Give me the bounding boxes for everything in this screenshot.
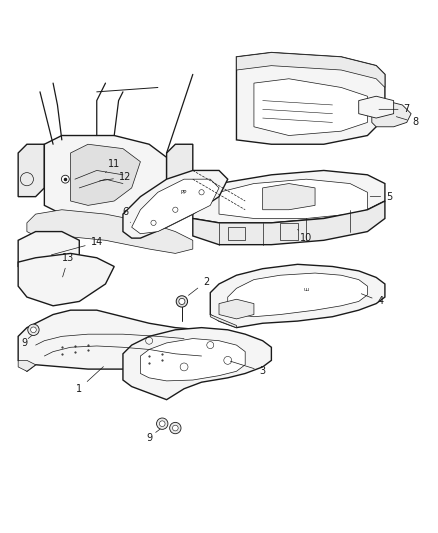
Text: 4: 4 [361, 294, 384, 306]
Polygon shape [228, 273, 367, 317]
Circle shape [28, 324, 39, 335]
Circle shape [31, 327, 36, 333]
Polygon shape [228, 227, 245, 240]
Polygon shape [27, 210, 193, 253]
Circle shape [170, 422, 181, 434]
Circle shape [173, 425, 178, 431]
Text: PP: PP [181, 190, 187, 196]
Polygon shape [18, 144, 44, 197]
Polygon shape [18, 231, 79, 275]
Polygon shape [210, 264, 385, 328]
Polygon shape [372, 101, 411, 127]
Text: 5: 5 [370, 192, 392, 201]
Polygon shape [141, 338, 245, 381]
Circle shape [156, 418, 168, 430]
Text: 3: 3 [230, 361, 266, 376]
Circle shape [61, 175, 69, 183]
Polygon shape [18, 360, 35, 372]
Text: 14: 14 [51, 238, 103, 255]
Text: 1: 1 [76, 367, 103, 394]
Polygon shape [123, 328, 272, 400]
Text: 12: 12 [99, 172, 131, 182]
Text: 10: 10 [297, 229, 312, 243]
Text: 6: 6 [122, 207, 131, 223]
Text: 8: 8 [396, 117, 419, 127]
Text: uu: uu [303, 287, 310, 292]
Polygon shape [44, 135, 166, 223]
Polygon shape [219, 179, 367, 219]
Polygon shape [18, 310, 228, 372]
Bar [267, 108, 297, 111]
Polygon shape [193, 201, 385, 245]
Bar [267, 101, 297, 105]
Text: 11: 11 [106, 159, 120, 173]
Polygon shape [237, 53, 385, 144]
Polygon shape [359, 96, 394, 118]
Polygon shape [193, 171, 385, 223]
Polygon shape [166, 144, 193, 205]
Polygon shape [71, 144, 141, 205]
Polygon shape [280, 223, 297, 240]
Polygon shape [254, 79, 367, 135]
Polygon shape [132, 179, 219, 234]
Polygon shape [18, 253, 114, 306]
Circle shape [176, 296, 187, 307]
Circle shape [159, 421, 165, 426]
Polygon shape [219, 299, 254, 319]
Text: 2: 2 [188, 277, 209, 295]
Text: 9: 9 [21, 338, 28, 348]
Text: 9: 9 [146, 433, 152, 442]
Text: 13: 13 [62, 253, 74, 277]
Circle shape [179, 298, 185, 304]
Polygon shape [123, 171, 228, 238]
Polygon shape [263, 183, 315, 210]
Polygon shape [210, 314, 237, 328]
Text: 7: 7 [379, 104, 410, 114]
Polygon shape [237, 53, 385, 87]
